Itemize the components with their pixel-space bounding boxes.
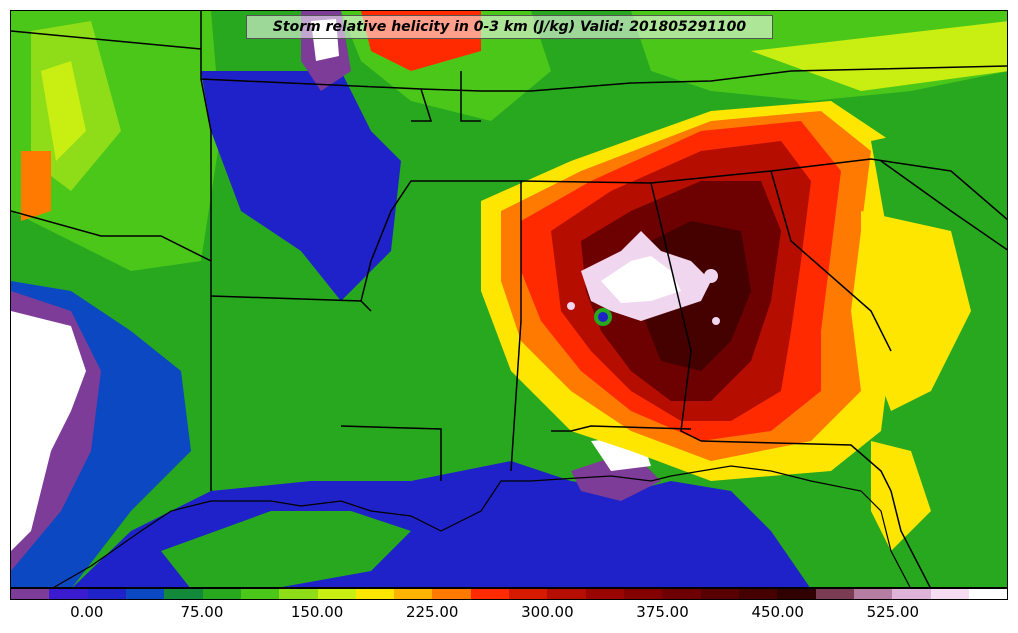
colorbar-segment	[853, 589, 893, 599]
colorbar-segment	[240, 589, 280, 599]
colorbar-segment	[394, 589, 433, 599]
colorbar-segment	[317, 589, 356, 599]
field-max-pink-blob-1	[704, 269, 718, 283]
field-northeast-yellowgreen	[751, 21, 1007, 91]
storm-vortex-core	[598, 312, 608, 322]
colorbar-tick-label: 450.00	[751, 603, 804, 621]
colorbar-segment	[738, 589, 778, 599]
colorbar-segment	[202, 589, 241, 599]
state-boundaries	[11, 11, 1007, 587]
colorbar-segment	[87, 589, 126, 599]
colorbar-tick-label: 75.00	[180, 603, 224, 621]
coastline	[53, 465, 911, 587]
colorbar-segment	[509, 589, 548, 599]
colorbar-segment	[624, 589, 663, 599]
colorbar-segment	[892, 589, 931, 599]
colorbar-segment	[815, 589, 854, 599]
colorbar-segment	[547, 589, 586, 599]
colorbar-segment	[355, 589, 395, 599]
map-panel	[10, 10, 1008, 588]
colorbar-segment	[49, 589, 88, 599]
colorbar-segment	[470, 589, 510, 599]
colorbar-tick-label: 225.00	[405, 603, 459, 621]
colorbar-tick-label: 375.00	[636, 603, 689, 621]
colorbar-segment	[700, 589, 739, 599]
field-midwest-blue	[201, 71, 401, 301]
colorbar-segment	[968, 589, 1008, 599]
colorbar-segment	[930, 589, 969, 599]
colorbar-segment	[279, 589, 318, 599]
field-east-yellow	[861, 211, 971, 411]
helicity-field-map	[11, 11, 1007, 587]
field-max-white	[601, 256, 681, 303]
field-west-yellowgreen	[41, 61, 86, 161]
colorbar-tick-label: 150.00	[290, 603, 344, 621]
colorbar-tick-label: 0.00	[70, 603, 104, 621]
colorbar	[10, 588, 1008, 600]
field-gulf-green	[161, 511, 411, 587]
colorbar-tick-label: 300.00	[521, 603, 574, 621]
colorbar-segment	[432, 589, 471, 599]
map-title: Storm relative helicity in 0-3 km (J/kg)…	[246, 15, 773, 39]
colorbar-segment	[662, 589, 701, 599]
colorbar-tick-label: 525.00	[866, 603, 920, 621]
field-west-white	[11, 311, 86, 551]
field-west-orange-blob	[21, 151, 51, 221]
colorbar-segment	[125, 589, 165, 599]
colorbar-segment	[777, 589, 816, 599]
field-max-pink-blob-3	[567, 302, 575, 310]
colorbar-segment	[164, 589, 203, 599]
field-florida-yellow	[871, 441, 931, 551]
colorbar-segment	[11, 589, 50, 599]
field-max-pink-blob-2	[712, 317, 720, 325]
colorbar-segment	[585, 589, 624, 599]
